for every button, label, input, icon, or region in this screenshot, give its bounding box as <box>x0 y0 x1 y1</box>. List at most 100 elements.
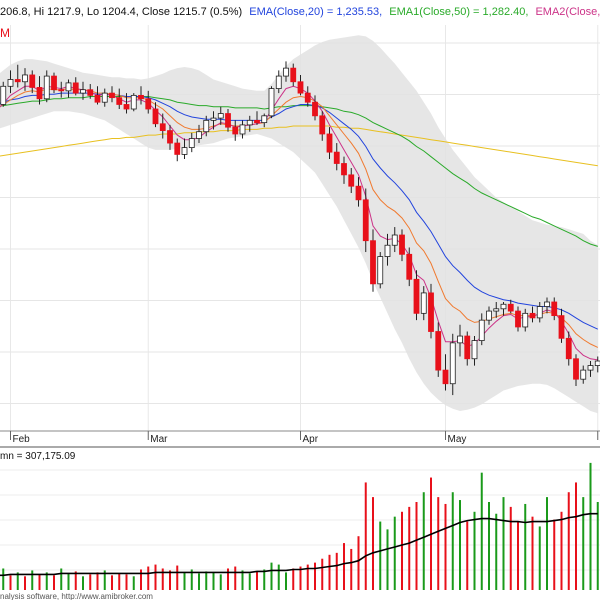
ema5-line <box>0 85 598 361</box>
candle-down <box>152 108 159 125</box>
volume-bar <box>451 492 454 590</box>
volume-bar <box>82 576 84 590</box>
candle-down <box>348 174 355 187</box>
volume-bar <box>45 572 48 590</box>
candle-down <box>341 163 347 176</box>
candle-down <box>406 253 413 280</box>
candle-down <box>558 315 565 339</box>
candle-up <box>65 82 72 92</box>
candle-down <box>254 119 260 124</box>
volume-bar <box>444 503 447 590</box>
header-ema50: EMA1(Close,50) = 1,282.40, <box>389 6 528 18</box>
candle-down <box>116 97 123 105</box>
candle-down <box>145 98 152 110</box>
volume-bar <box>256 571 258 590</box>
volume-bar <box>147 566 150 590</box>
volume-bar <box>393 516 396 590</box>
volume-bar <box>263 569 266 590</box>
volume-bar <box>67 573 70 590</box>
month-label: Feb <box>13 434 31 445</box>
volume-bar <box>335 552 338 590</box>
volume-bar <box>234 566 237 590</box>
volume-bar <box>567 492 570 590</box>
volume-bar <box>89 574 92 590</box>
candle-up <box>478 319 485 341</box>
candle-up <box>188 138 195 149</box>
volume-bar <box>509 506 512 590</box>
candle-up <box>268 88 275 117</box>
candle-down <box>435 331 442 371</box>
volume-bar <box>270 562 273 590</box>
candle-up <box>80 89 86 94</box>
volume-bar <box>415 502 418 590</box>
candle-up <box>457 335 463 344</box>
volume-bar <box>314 562 316 590</box>
volume-bar <box>2 568 5 590</box>
candle-down <box>174 142 181 155</box>
candle-down <box>232 126 239 135</box>
candle-up <box>544 301 550 307</box>
candle-up <box>420 292 427 314</box>
candle-down <box>123 104 130 110</box>
ema200-line <box>0 125 598 167</box>
volume-bar <box>531 516 534 590</box>
volume-header: mn = 307,175.09 <box>0 451 76 462</box>
volume-bar <box>299 566 302 590</box>
volume-bar <box>169 570 171 590</box>
candle-up <box>0 85 7 105</box>
volume-bar <box>350 548 353 590</box>
candle-down <box>428 292 434 332</box>
candle-up <box>203 119 210 133</box>
candle-up <box>471 340 478 360</box>
header-text: 206.8, Hi 1217.9, Lo 1204.4, Close 1215.… <box>0 6 600 18</box>
candle-up <box>384 244 391 257</box>
volume-bar <box>364 482 367 590</box>
footer-text: nalysis software, http://www.amibroker.c… <box>0 592 153 600</box>
candle-down <box>297 81 304 94</box>
candle-up <box>377 256 384 285</box>
header-ema20: EMA(Close,20) = 1,235.53, <box>249 6 382 18</box>
header-left-mark: M <box>0 26 10 40</box>
candle-down <box>442 369 449 385</box>
candlesticks <box>0 61 600 396</box>
candle-up <box>594 360 600 366</box>
volume-bar <box>118 573 121 590</box>
month-label: Apr <box>303 434 319 445</box>
candle-down <box>290 67 297 83</box>
volume-bar <box>161 568 164 590</box>
candle-up <box>500 303 507 310</box>
month-labels: FebMarAprMayJun <box>10 431 600 445</box>
volume-bar <box>473 511 476 590</box>
volume-bar <box>183 572 186 590</box>
volume-bar <box>401 511 403 590</box>
volume-bar <box>357 536 360 590</box>
volume-bar <box>190 569 193 590</box>
candle-down <box>573 358 579 380</box>
volume-bar <box>132 576 135 590</box>
volume-bar <box>386 529 389 590</box>
candle-up <box>275 75 282 89</box>
candle-up <box>239 124 246 135</box>
candle-up <box>101 92 108 103</box>
volume-bar <box>517 521 519 590</box>
candle-down <box>326 133 333 153</box>
volume-bar <box>74 571 77 590</box>
candle-down <box>464 335 471 360</box>
volume-bars <box>2 462 599 590</box>
volume-bar <box>9 575 12 590</box>
volume-bar <box>459 500 461 590</box>
volume-bar <box>248 573 251 590</box>
volume-bar <box>306 564 309 590</box>
candle-down <box>14 79 21 83</box>
month-label: May <box>448 434 467 445</box>
volume-bar <box>140 569 142 590</box>
candle-down <box>36 87 43 100</box>
volume-bar <box>546 497 548 590</box>
candle-down <box>109 92 115 99</box>
header-ohlc: 206.8, Hi 1217.9, Lo 1204.4, Close 1215.… <box>0 6 242 18</box>
candle-down <box>413 278 420 314</box>
moving-average-lines <box>0 85 599 361</box>
candle-up <box>196 131 202 139</box>
volume-bar <box>372 497 374 590</box>
candle-down <box>29 74 36 88</box>
